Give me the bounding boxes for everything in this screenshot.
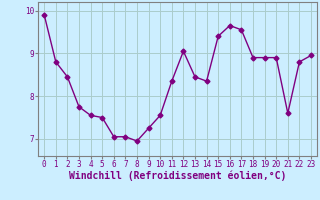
X-axis label: Windchill (Refroidissement éolien,°C): Windchill (Refroidissement éolien,°C) [69,171,286,181]
